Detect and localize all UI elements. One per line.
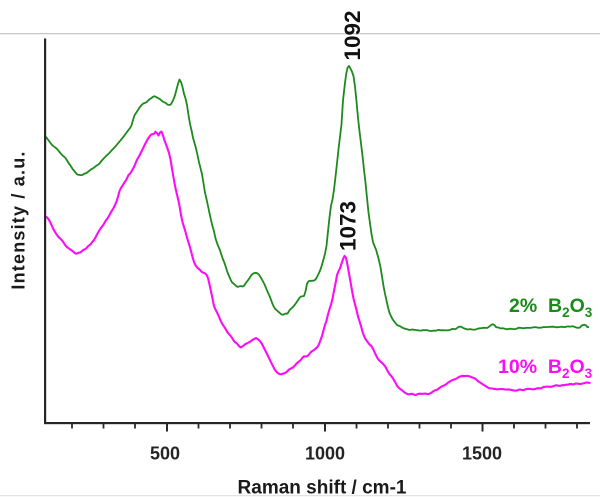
svg-text:500: 500 <box>150 444 180 464</box>
svg-text:10% B2O3: 10% B2O3 <box>498 356 593 381</box>
svg-text:2% B2O3: 2% B2O3 <box>509 295 593 320</box>
svg-text:1000: 1000 <box>305 444 345 464</box>
svg-text:1073: 1073 <box>336 201 361 251</box>
svg-text:Intensity / a.u.: Intensity / a.u. <box>9 150 29 289</box>
svg-text:1500: 1500 <box>462 444 502 464</box>
svg-text:1092: 1092 <box>340 10 365 60</box>
svg-text:Raman shift / cm-1: Raman shift / cm-1 <box>238 478 407 497</box>
